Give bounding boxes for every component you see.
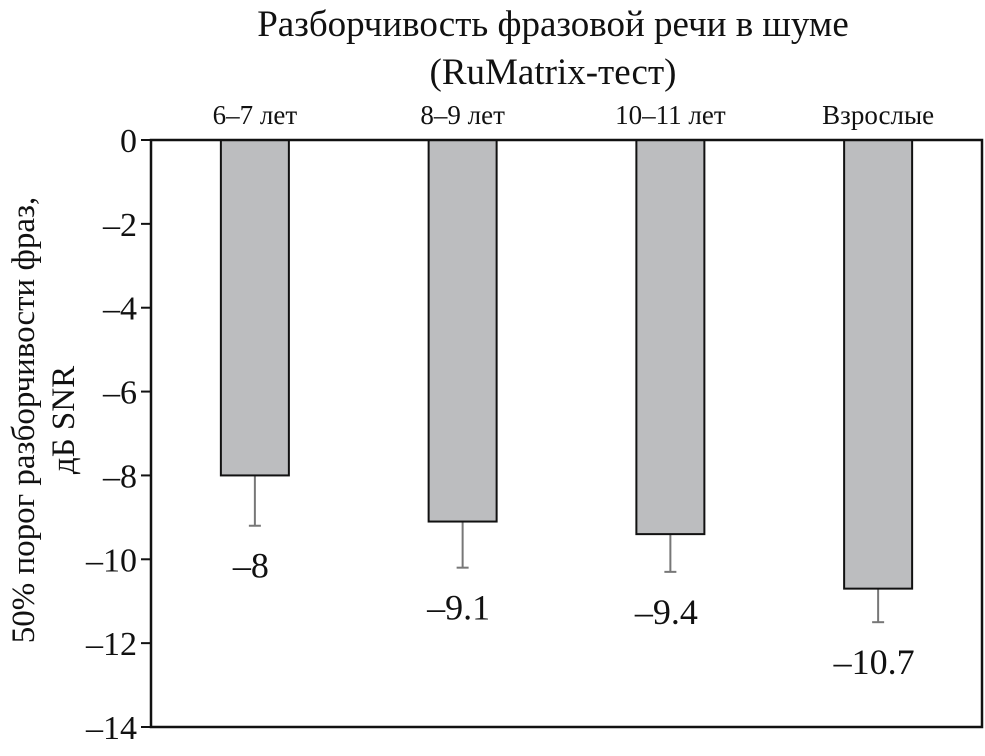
bar-value-label: –9.4 (634, 592, 698, 632)
bar-value-label: –9.1 (426, 588, 490, 628)
bar-value-label: –8 (232, 546, 269, 586)
y-axis-label-line2: дБ SNR (46, 366, 82, 474)
bar (843, 139, 914, 590)
bar (635, 139, 706, 536)
y-tick-label: –12 (85, 626, 137, 663)
chart-subtitle: (RuMatrix-тест) (430, 52, 677, 93)
y-tick-label: –8 (102, 458, 137, 495)
category-label: 10–11 лет (615, 100, 726, 130)
chart-title: Разборчивость фразовой речи в шуме (257, 4, 849, 45)
plot-frame (149, 138, 984, 729)
y-axis-label-line1: 50% порог разборчивости фраз, (6, 197, 42, 644)
bar-value-label: –10.7 (833, 642, 915, 682)
y-tick-label: 0 (120, 123, 137, 160)
category-label: 8–9 лет (420, 100, 505, 130)
category-label: 6–7 лет (213, 100, 298, 130)
y-tick-label: –14 (85, 710, 137, 747)
bar (427, 139, 498, 523)
bar (219, 139, 290, 477)
y-tick-label: –10 (85, 542, 137, 579)
y-tick-label: –6 (102, 375, 137, 412)
y-tick-label: –2 (102, 207, 137, 244)
category-label: Взрослые (822, 100, 934, 130)
y-tick-label: –4 (102, 291, 137, 328)
